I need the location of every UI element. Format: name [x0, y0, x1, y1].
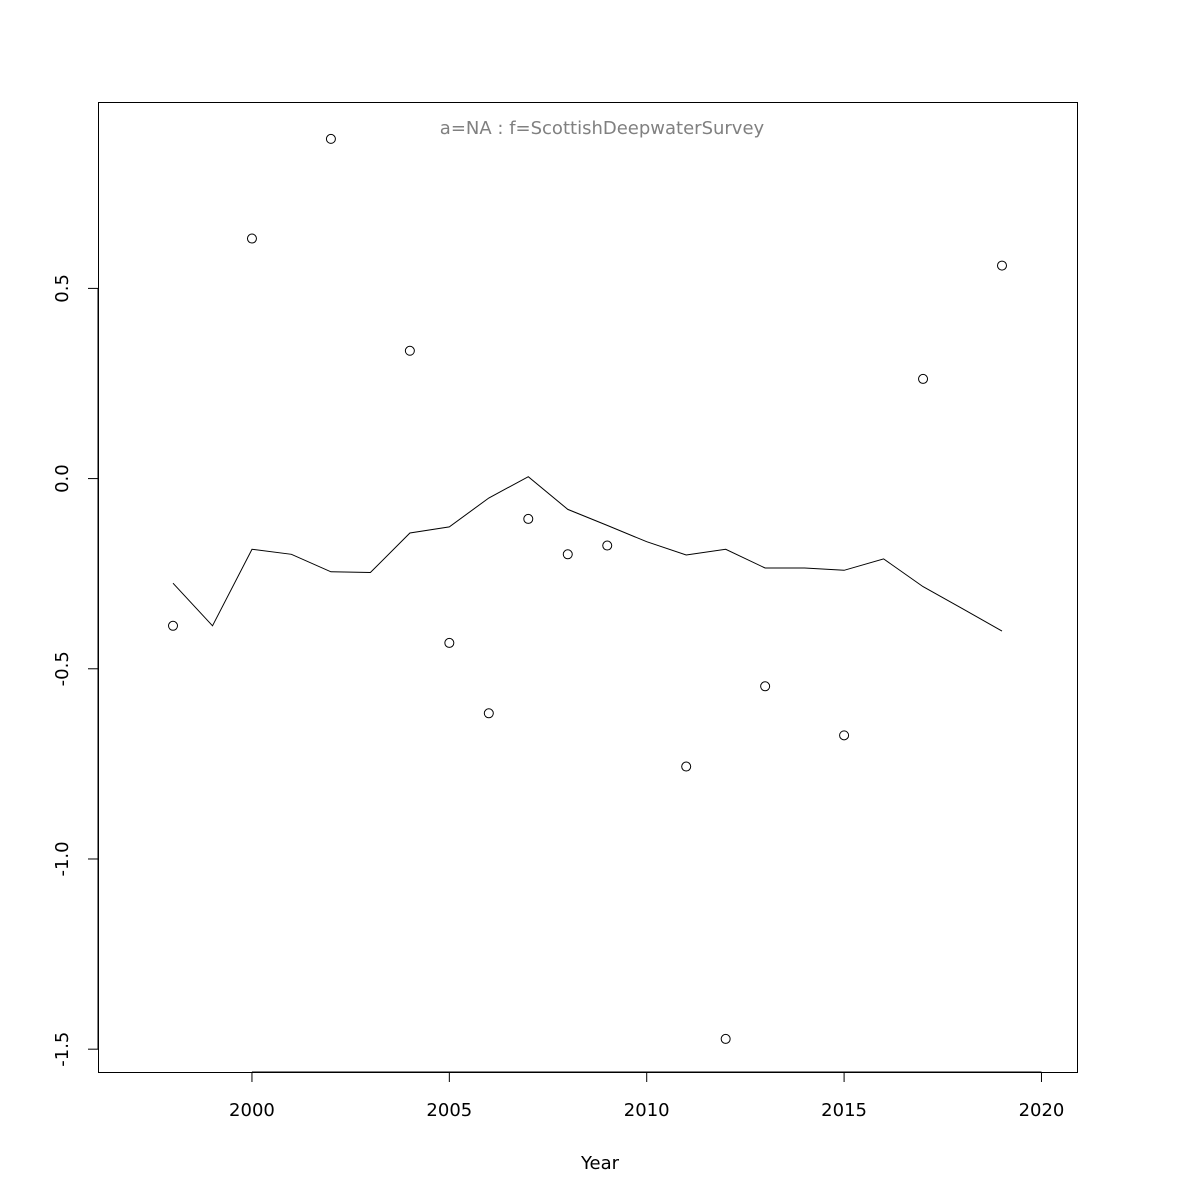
y-tick-label: -0.5: [52, 651, 73, 686]
x-tick-label: 2010: [624, 1100, 670, 1121]
data-point: [523, 513, 534, 524]
plot-title: a=NA : f=ScottishDeepwaterSurvey: [440, 118, 765, 139]
data-point: [562, 549, 573, 560]
data-point: [681, 761, 692, 772]
x-tick-label: 2015: [821, 1100, 867, 1121]
y-tick-label: -1.0: [52, 841, 73, 876]
data-point: [246, 233, 257, 244]
data-point: [483, 708, 494, 719]
data-point: [444, 637, 455, 648]
data-point: [602, 540, 613, 551]
data-point: [404, 345, 415, 356]
y-axis: -1.5 -1.0 -0.5 0.0 0.5: [52, 274, 99, 1067]
plot-frame: [98, 102, 1078, 1073]
data-point: [168, 620, 179, 631]
observed-points-series: [168, 133, 1007, 1044]
y-tick-label: 0.0: [52, 464, 73, 493]
data-point: [325, 133, 336, 144]
data-point: [720, 1033, 731, 1044]
x-tick-label: 2005: [426, 1100, 472, 1121]
data-point: [839, 730, 850, 741]
x-tick-label: 2020: [1019, 1100, 1065, 1121]
data-point: [760, 681, 771, 692]
data-point: [996, 260, 1007, 271]
y-tick-label: 0.5: [52, 274, 73, 303]
fitted-line: [172, 476, 1003, 632]
x-tick-label: 2000: [229, 1100, 275, 1121]
data-point: [918, 373, 929, 384]
fitted-line-series: [172, 476, 1003, 632]
y-tick-label: -1.5: [52, 1032, 73, 1067]
x-axis: 2000 2005 2010 2015 2020: [229, 1071, 1065, 1121]
x-axis-title: Year: [580, 1153, 620, 1174]
